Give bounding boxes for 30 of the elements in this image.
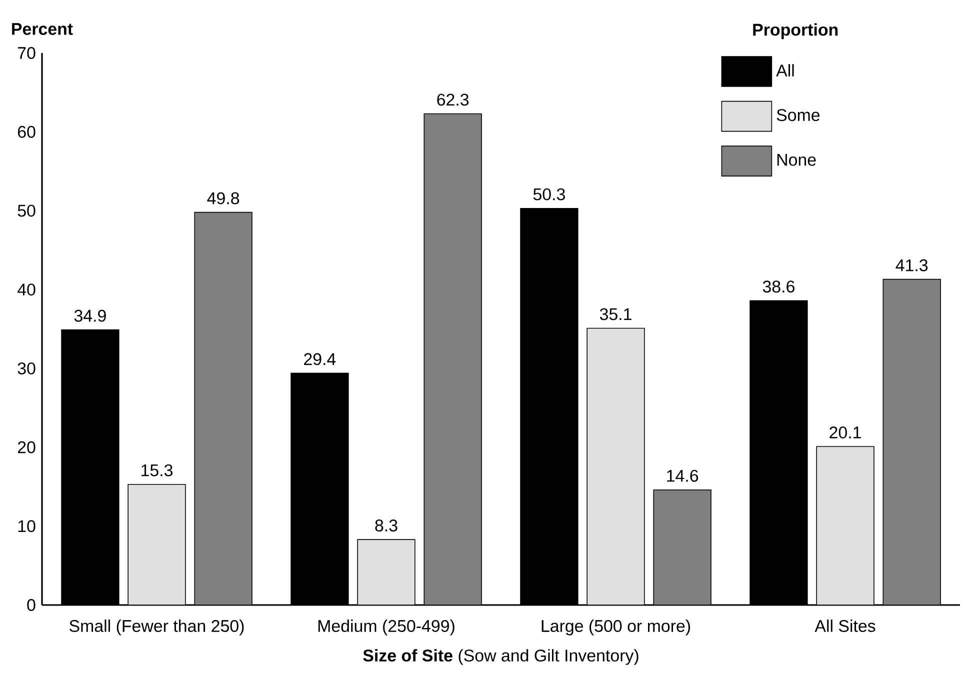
y-tick-label: 70 [18,47,36,59]
data-label: 38.6 [762,280,794,293]
x-tick-label: Medium (250-499) [318,620,454,636]
data-label: 15.3 [142,464,173,476]
data-label: 8.3 [375,520,398,532]
y-tick-label: 0 [27,599,36,611]
legend-label: All [776,64,794,76]
data-label: 50.3 [533,188,565,200]
data-label: 14.6 [667,470,698,482]
data-label: 41.3 [896,259,928,272]
legend-label: Some [776,109,820,122]
data-label: 34.9 [74,310,106,322]
data-label: 29.4 [304,353,336,366]
data-label: 49.8 [207,192,240,204]
x-axis-title: Size of Site (Sow and Gilt Inventory) [363,649,638,665]
y-tick-label: 10 [18,520,36,532]
y-tick-label: 60 [18,126,36,138]
y-tick-label: 40 [18,284,36,296]
legend-title: Proportion [753,23,838,40]
y-axis-title: Percent [12,23,73,35]
data-label: 20.1 [830,426,861,438]
data-label: 35.1 [600,308,632,320]
x-tick-label: Large (500 or more) [542,620,690,636]
y-tick-label: 50 [18,204,36,217]
x-tick-label: All Sites [814,620,876,632]
legend-label: None [777,154,816,166]
x-tick-label: Small (Fewer than 250) [70,620,244,636]
y-tick-label: 20 [18,441,36,454]
data-label: 62.3 [437,94,469,106]
y-tick-label: 30 [18,362,36,374]
